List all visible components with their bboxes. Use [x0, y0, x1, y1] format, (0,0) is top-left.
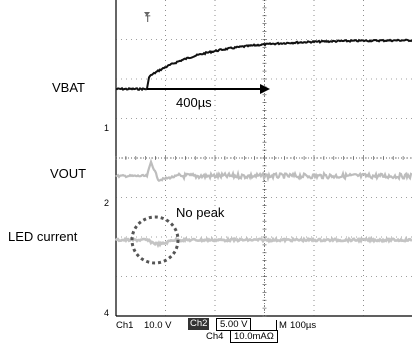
vbat-label: VBAT [52, 80, 85, 95]
ch4-scale: 10.0mAΩ [230, 330, 278, 343]
ch1-marker: 1 [104, 123, 109, 133]
graticule [115, 0, 412, 317]
traces [114, 12, 412, 249]
ch4-marker: 4 [104, 308, 109, 318]
ch4-label: Ch4 [206, 331, 224, 342]
timebase-label: M [276, 320, 287, 331]
vout-label: VOUT [50, 166, 87, 181]
led-current-trace [114, 235, 412, 249]
no-peak-circle [130, 215, 180, 265]
vout-trace [115, 158, 412, 183]
channel-markers: T 1 2 4 [104, 14, 151, 318]
status-bar: Ch1 10.0 V Ch2 5.00 V M 100µs Ch4 10.0mA… [112, 318, 412, 344]
arrow-head [260, 84, 270, 94]
ch1-scale: 10.0 V [144, 320, 172, 331]
ch1-label: Ch1 [116, 320, 134, 331]
vbat-trace [115, 38, 412, 92]
trigger-pointer [144, 12, 150, 16]
time-span-label: 400µs [176, 95, 212, 110]
ch2-marker: 2 [104, 198, 109, 208]
ch2-label: Ch2 [188, 318, 210, 330]
annotations [130, 84, 270, 265]
trigger-marker: T [145, 14, 151, 24]
timebase-value: 100µs [290, 320, 317, 331]
no-peak-label: No peak [176, 205, 225, 220]
led-current-label: LED current [8, 229, 78, 244]
